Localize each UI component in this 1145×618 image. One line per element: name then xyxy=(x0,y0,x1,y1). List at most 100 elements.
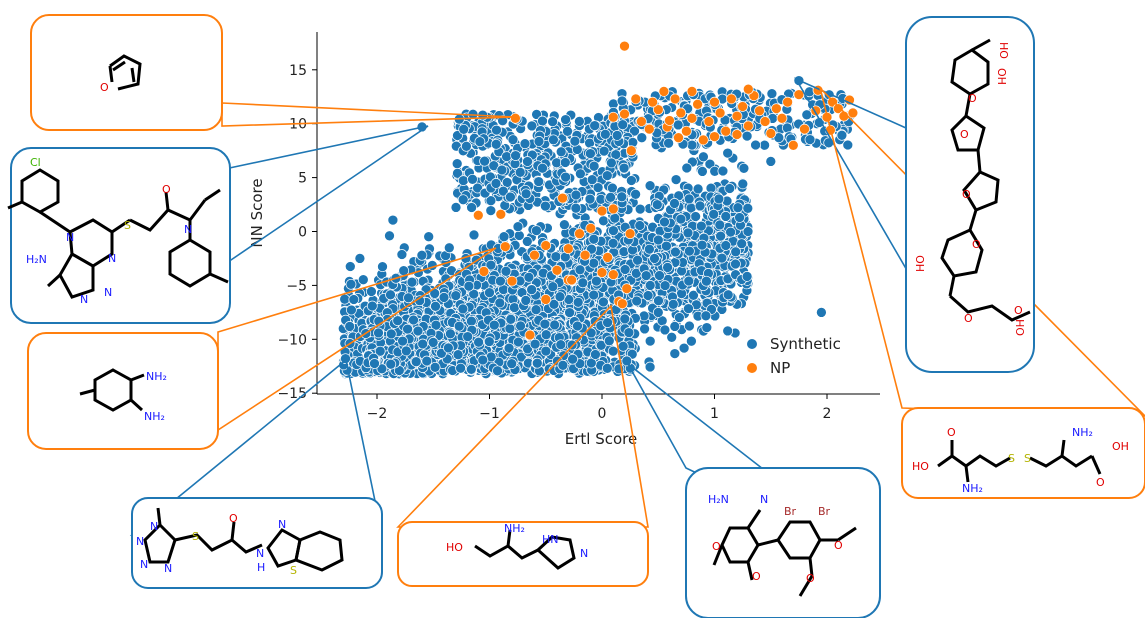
np-point xyxy=(686,86,698,97)
np-point xyxy=(619,108,630,120)
synthetic-point xyxy=(483,336,495,347)
synthetic-point xyxy=(570,189,582,201)
np-point xyxy=(506,275,518,287)
synthetic-point xyxy=(450,202,462,213)
np-point xyxy=(765,128,777,139)
synthetic-point xyxy=(659,216,670,228)
legend-marker-np xyxy=(747,363,757,373)
np-point xyxy=(832,103,844,114)
synthetic-point xyxy=(652,307,664,318)
atom-label: O xyxy=(962,188,971,201)
synthetic-point xyxy=(457,194,469,206)
synthetic-point xyxy=(588,257,600,269)
synthetic-point xyxy=(700,310,712,322)
synthetic-point xyxy=(522,343,533,355)
synthetic-point xyxy=(688,289,699,301)
synthetic-point xyxy=(720,211,732,222)
synthetic-point xyxy=(540,329,552,341)
synthetic-point xyxy=(692,183,704,195)
synthetic-point xyxy=(455,362,466,374)
synthetic-point xyxy=(392,315,404,327)
np-point xyxy=(737,101,748,112)
synthetic-point xyxy=(715,230,726,242)
synthetic-point xyxy=(577,277,589,289)
synthetic-point xyxy=(412,325,424,337)
synthetic-point xyxy=(549,319,560,331)
synthetic-point xyxy=(734,212,745,223)
synthetic-point xyxy=(531,225,542,236)
synthetic-point xyxy=(373,327,384,339)
synthetic-point xyxy=(458,175,469,186)
atom-label: N xyxy=(66,231,74,244)
synthetic-point xyxy=(495,275,506,287)
synthetic-point xyxy=(540,345,552,357)
synthetic-point xyxy=(385,358,397,370)
x-ticks: −2 −1 0 1 2 xyxy=(367,394,832,422)
atom-label: H xyxy=(257,561,265,574)
synthetic-point xyxy=(491,124,502,136)
synthetic-point xyxy=(539,318,551,330)
np-point xyxy=(664,115,675,126)
synthetic-point xyxy=(505,191,516,203)
synthetic-point xyxy=(816,307,827,318)
synthetic-point xyxy=(681,162,693,174)
synthetic-point xyxy=(741,130,753,142)
synthetic-point xyxy=(716,252,728,264)
synthetic-point xyxy=(632,254,643,266)
synthetic-point xyxy=(408,314,419,326)
atom-label: N xyxy=(760,493,768,506)
np-point xyxy=(847,107,859,119)
atom-label: NH₂ xyxy=(504,522,525,535)
synthetic-point xyxy=(683,275,695,287)
inset-diaminotoluene: NH₂ NH₂ xyxy=(27,332,219,450)
synthetic-point xyxy=(458,123,470,135)
atom-label: OH xyxy=(995,68,1008,85)
synthetic-point xyxy=(653,295,664,307)
synthetic-point xyxy=(591,275,602,287)
synthetic-point xyxy=(588,233,600,245)
np-point xyxy=(643,123,655,135)
synthetic-point xyxy=(713,193,725,205)
synthetic-point xyxy=(602,317,613,328)
synthetic-point xyxy=(765,156,777,167)
synthetic-point xyxy=(636,132,648,144)
synthetic-point xyxy=(410,356,422,368)
np-point xyxy=(669,93,681,105)
atom-label: N xyxy=(580,547,588,560)
atom-label: N xyxy=(104,286,112,299)
synthetic-point xyxy=(369,358,380,369)
synthetic-point xyxy=(574,264,586,276)
synthetic-point xyxy=(634,220,646,231)
synthetic-point xyxy=(374,345,386,357)
np-point xyxy=(673,132,684,144)
synthetic-point xyxy=(683,193,695,205)
synthetic-point xyxy=(644,335,656,347)
y-tick-label: −10 xyxy=(277,332,307,348)
np-point xyxy=(557,192,568,204)
synthetic-point xyxy=(537,162,548,174)
synthetic-point xyxy=(468,229,480,241)
np-point xyxy=(731,110,743,122)
synthetic-point xyxy=(548,298,560,310)
x-tick-label: 2 xyxy=(823,406,832,422)
synthetic-point xyxy=(588,289,600,301)
synthetic-point xyxy=(510,150,521,161)
x-axis-label: Ertl Score xyxy=(565,430,637,448)
synthetic-point xyxy=(520,188,532,200)
legend: Synthetic NP xyxy=(747,335,841,377)
atom-label: NH₂ xyxy=(144,410,165,423)
synthetic-point xyxy=(592,182,604,193)
synthetic-point xyxy=(402,323,413,335)
synthetic-point xyxy=(626,175,637,186)
synthetic-point xyxy=(722,147,734,159)
synthetic-point xyxy=(630,267,642,279)
synthetic-point xyxy=(357,274,369,286)
atom-label: O xyxy=(834,539,843,552)
synthetic-point xyxy=(416,249,428,261)
y-axis-label: NN Score xyxy=(248,178,266,247)
synthetic-point xyxy=(477,354,489,366)
np-point xyxy=(621,283,633,294)
synthetic-point xyxy=(529,338,541,350)
synthetic-point xyxy=(473,336,484,348)
